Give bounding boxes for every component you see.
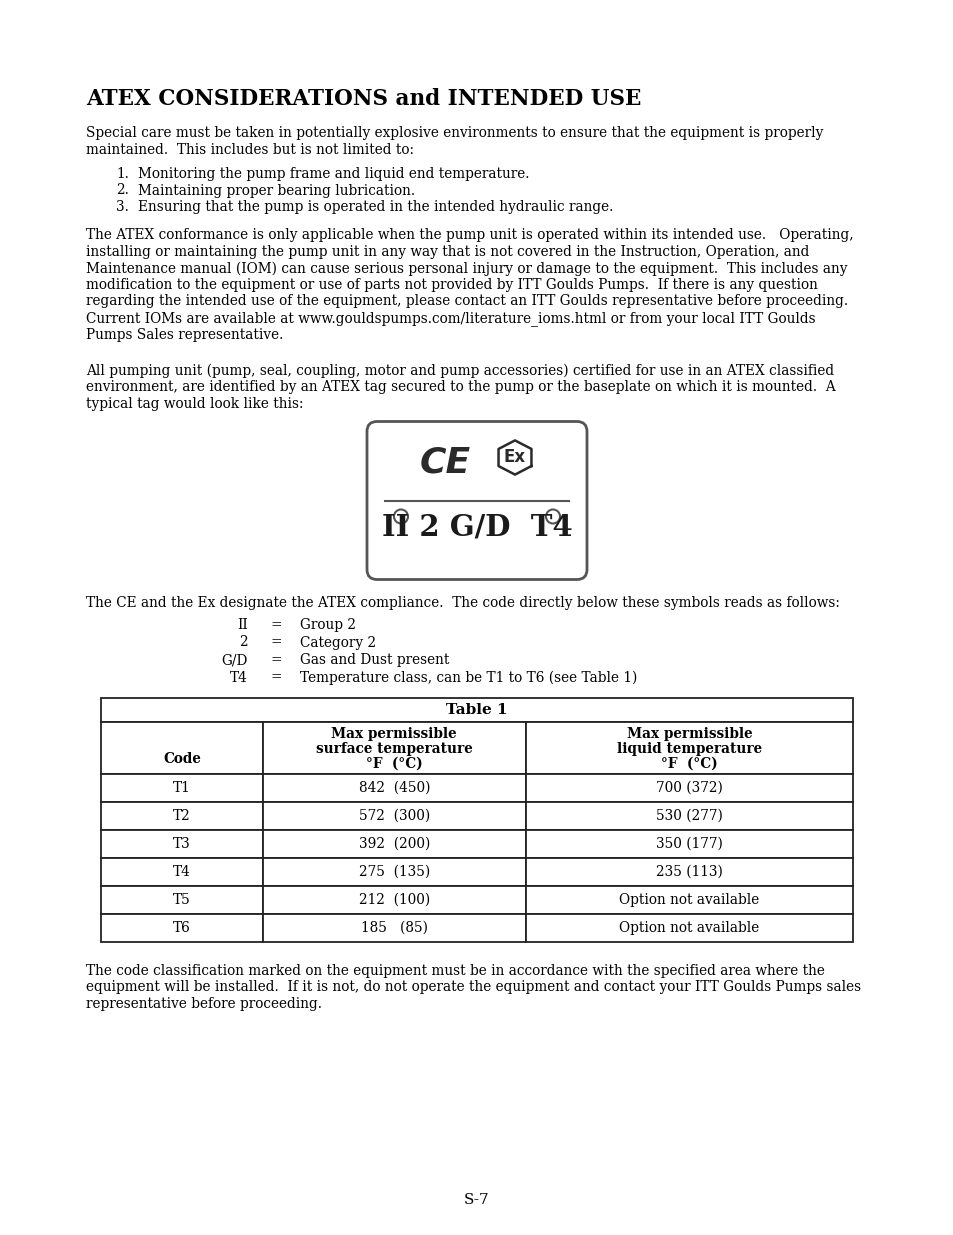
- Bar: [525, 914, 852, 942]
- Text: =: =: [270, 636, 281, 650]
- Text: maintained.  This includes but is not limited to:: maintained. This includes but is not lim…: [86, 142, 414, 157]
- Bar: [525, 830, 852, 858]
- Text: Current IOMs are available at www.gouldspumps.com/literature_ioms.html or from y: Current IOMs are available at www.goulds…: [86, 311, 815, 326]
- Bar: [525, 858, 852, 885]
- Text: Ensuring that the pump is operated in the intended hydraulic range.: Ensuring that the pump is operated in th…: [138, 200, 613, 214]
- Text: T6: T6: [172, 921, 191, 935]
- Bar: [262, 885, 525, 914]
- Text: T2: T2: [172, 809, 191, 823]
- Text: All pumping unit (pump, seal, coupling, motor and pump accessories) certified fo: All pumping unit (pump, seal, coupling, …: [86, 364, 833, 378]
- Text: Group 2: Group 2: [299, 618, 355, 632]
- Text: 572  (300): 572 (300): [358, 809, 430, 823]
- Text: modification to the equipment or use of parts not provided by ITT Goulds Pumps. : modification to the equipment or use of …: [86, 278, 817, 291]
- Text: Monitoring the pump frame and liquid end temperature.: Monitoring the pump frame and liquid end…: [138, 167, 529, 182]
- Text: Temperature class, can be T1 to T6 (see Table 1): Temperature class, can be T1 to T6 (see …: [299, 671, 637, 685]
- Circle shape: [394, 510, 408, 524]
- Text: typical tag would look like this:: typical tag would look like this:: [86, 396, 303, 411]
- Text: II 2 G/D  T4: II 2 G/D T4: [381, 513, 572, 541]
- Text: installing or maintaining the pump unit in any way that is not covered in the In: installing or maintaining the pump unit …: [86, 245, 808, 259]
- Bar: [101, 914, 262, 942]
- Bar: [262, 774, 525, 802]
- Bar: [262, 830, 525, 858]
- Text: 275  (135): 275 (135): [358, 864, 430, 879]
- Bar: [262, 802, 525, 830]
- Bar: [101, 802, 262, 830]
- Text: equipment will be installed.  If it is not, do not operate the equipment and con: equipment will be installed. If it is no…: [86, 981, 861, 994]
- Text: G/D: G/D: [221, 653, 248, 667]
- Text: 2: 2: [239, 636, 248, 650]
- Bar: [262, 858, 525, 885]
- Text: Pumps Sales representative.: Pumps Sales representative.: [86, 327, 283, 342]
- Text: ATEX CONSIDERATIONS and INTENDED USE: ATEX CONSIDERATIONS and INTENDED USE: [86, 88, 640, 110]
- Text: The ATEX conformance is only applicable when the pump unit is operated within it: The ATEX conformance is only applicable …: [86, 228, 853, 242]
- Bar: [101, 774, 262, 802]
- Text: 392  (200): 392 (200): [358, 837, 430, 851]
- Text: T4: T4: [230, 671, 248, 684]
- Text: =: =: [270, 618, 281, 632]
- Text: 530 (277): 530 (277): [656, 809, 722, 823]
- Text: T1: T1: [172, 781, 191, 795]
- Text: representative before proceeding.: representative before proceeding.: [86, 997, 322, 1011]
- Bar: [101, 830, 262, 858]
- Bar: [525, 885, 852, 914]
- Text: Option not available: Option not available: [618, 893, 759, 906]
- Text: CE: CE: [419, 446, 470, 479]
- Text: surface temperature: surface temperature: [315, 742, 472, 756]
- Bar: [262, 914, 525, 942]
- Bar: [262, 722, 525, 774]
- Text: Gas and Dust present: Gas and Dust present: [299, 653, 449, 667]
- Text: °F  (°C): °F (°C): [366, 757, 422, 771]
- Text: Category 2: Category 2: [299, 636, 375, 650]
- Polygon shape: [498, 441, 531, 474]
- Text: =: =: [270, 653, 281, 667]
- Text: The code classification marked on the equipment must be in accordance with the s: The code classification marked on the eq…: [86, 965, 824, 978]
- Text: 842  (450): 842 (450): [358, 781, 430, 795]
- Text: S-7: S-7: [464, 1193, 489, 1207]
- Text: Max permissible: Max permissible: [331, 727, 456, 741]
- Text: °F  (°C): °F (°C): [660, 757, 717, 771]
- Circle shape: [545, 510, 559, 524]
- Text: 2.: 2.: [116, 184, 129, 198]
- Text: T5: T5: [172, 893, 191, 906]
- Text: 235 (113): 235 (113): [656, 864, 722, 879]
- Bar: [525, 774, 852, 802]
- Text: 700 (372): 700 (372): [656, 781, 722, 795]
- Text: Table 1: Table 1: [446, 703, 507, 718]
- Text: Option not available: Option not available: [618, 921, 759, 935]
- Text: Code: Code: [163, 752, 200, 766]
- Text: environment, are identified by an ATEX tag secured to the pump or the baseplate : environment, are identified by an ATEX t…: [86, 380, 835, 394]
- Bar: [525, 722, 852, 774]
- Text: Max permissible: Max permissible: [626, 727, 752, 741]
- Text: 185   (85): 185 (85): [360, 921, 427, 935]
- FancyBboxPatch shape: [367, 421, 586, 579]
- Bar: [525, 802, 852, 830]
- Text: Maintaining proper bearing lubrication.: Maintaining proper bearing lubrication.: [138, 184, 415, 198]
- Text: 350 (177): 350 (177): [656, 837, 722, 851]
- Text: The CE and the Ex designate the ATEX compliance.  The code directly below these : The CE and the Ex designate the ATEX com…: [86, 595, 839, 610]
- Text: T4: T4: [172, 864, 191, 879]
- Text: Maintenance manual (IOM) can cause serious personal injury or damage to the equi: Maintenance manual (IOM) can cause serio…: [86, 262, 846, 275]
- Text: =: =: [270, 671, 281, 684]
- Text: Ex: Ex: [503, 448, 525, 467]
- Bar: [101, 885, 262, 914]
- Text: 1.: 1.: [116, 167, 129, 182]
- Text: 212  (100): 212 (100): [358, 893, 430, 906]
- Text: liquid temperature: liquid temperature: [617, 742, 761, 756]
- Bar: [101, 698, 852, 722]
- Text: 3.: 3.: [116, 200, 129, 214]
- Bar: [101, 858, 262, 885]
- Text: regarding the intended use of the equipment, please contact an ITT Goulds repres: regarding the intended use of the equipm…: [86, 294, 847, 309]
- Text: Special care must be taken in potentially explosive environments to ensure that : Special care must be taken in potentiall…: [86, 126, 822, 140]
- Text: T3: T3: [172, 837, 191, 851]
- Text: II: II: [237, 618, 248, 632]
- Bar: [101, 722, 262, 774]
